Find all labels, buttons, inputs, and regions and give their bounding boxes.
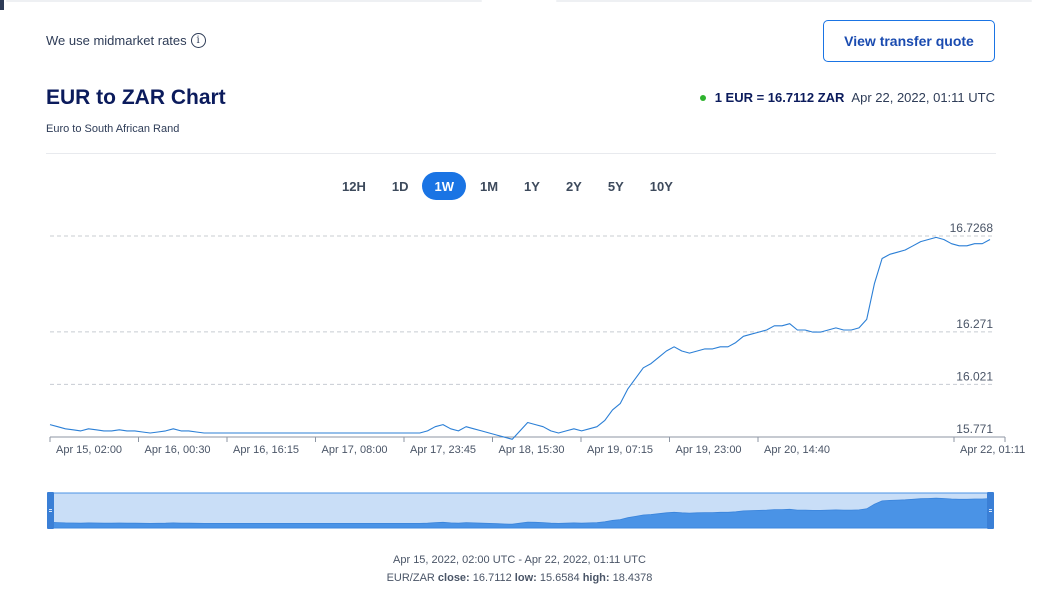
y-tick-label: 16.021 <box>956 369 993 383</box>
x-tick-label: Apr 20, 14:40 <box>764 444 830 456</box>
x-tick-label: Apr 19, 07:15 <box>587 444 653 456</box>
range-tab-1y[interactable]: 1Y <box>524 178 540 194</box>
footer-low-value: 15.6584 <box>539 572 580 584</box>
range-tab-2y[interactable]: 2Y <box>565 178 582 194</box>
x-tick-label: Apr 16, 00:30 <box>145 444 211 456</box>
footer-period: Apr 15, 2022, 02:00 UTC - Apr 22, 2022, … <box>393 554 646 566</box>
footer-close-label: close: <box>437 572 470 584</box>
top-card-right <box>556 0 1032 2</box>
range-tab-1m[interactable]: 1M <box>479 178 499 194</box>
footer-low-label: low: <box>514 572 537 584</box>
footer-high-label: high: <box>582 572 610 584</box>
current-rate: 1 EUR = 16.7112 ZAR Apr 22, 2022, 01:11 … <box>699 90 995 105</box>
time-range-tabs: 12H 1D 1W 1M 1Y 2Y 5Y 10Y <box>330 172 687 200</box>
info-icon[interactable]: i <box>190 33 206 48</box>
range-tab-1d[interactable]: 1D <box>391 178 409 194</box>
page-subtitle: Euro to South African Rand <box>46 123 180 135</box>
live-status-dot-icon <box>699 94 706 101</box>
rate-timestamp: Apr 22, 2022, 01:11 UTC <box>851 90 995 105</box>
x-tick-label: Apr 17, 08:00 <box>322 444 388 456</box>
top-card-left <box>6 0 482 2</box>
y-tick-label: 16.271 <box>956 317 993 331</box>
x-tick-label: Apr 17, 23:45 <box>410 444 476 456</box>
y-tick-label: 16.7268 <box>950 221 994 235</box>
navigator-right-handle[interactable] <box>987 492 994 529</box>
x-tick-label: Apr 15, 02:00 <box>56 444 122 456</box>
range-tab-12h[interactable]: 12H <box>342 178 366 194</box>
navigator-area <box>49 497 991 529</box>
footer-close-value: 16.7112 <box>472 572 512 584</box>
header-divider <box>46 153 996 154</box>
x-tick-label: Apr 19, 23:00 <box>676 444 742 456</box>
range-tab-5y[interactable]: 5Y <box>607 178 624 194</box>
rates-note-text: We use midmarket rates <box>46 33 187 48</box>
range-tab-10y[interactable]: 10Y <box>649 178 673 194</box>
footer-pair: EUR/ZAR <box>386 572 435 584</box>
x-tick-label: Apr 18, 15:30 <box>499 444 565 456</box>
x-tick-label: Apr 22, 01:11 <box>960 444 1025 456</box>
y-tick-label: 15.771 <box>956 422 993 436</box>
view-transfer-quote-button[interactable]: View transfer quote <box>823 20 995 62</box>
midmarket-rates-note: We use midmarket rates i <box>46 33 206 48</box>
window-edge-mark <box>0 0 4 10</box>
footer-high-value: 18.4378 <box>612 572 653 584</box>
range-tab-1w[interactable]: 1W <box>422 172 466 200</box>
x-tick-label: Apr 16, 16:15 <box>233 444 299 456</box>
footer-stats: EUR/ZAR close: 16.7112 low: 15.6584 high… <box>0 572 1039 584</box>
navigator-left-handle[interactable] <box>47 492 54 529</box>
rate-value: 1 EUR = 16.7112 ZAR <box>714 90 845 105</box>
rate-series-line <box>49 236 991 440</box>
page-title: EUR to ZAR Chart <box>46 86 226 109</box>
